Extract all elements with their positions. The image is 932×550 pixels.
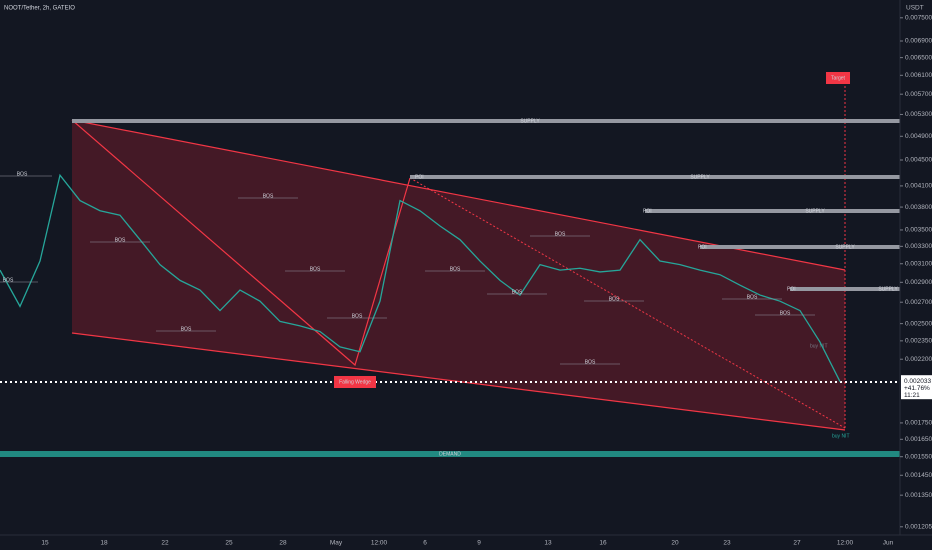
price-tick-label: 0.001205 [905,524,932,531]
price-tick-label: 0.002350 [905,338,932,345]
time-label: 9 [477,540,481,547]
current-price: 0.002033 [904,378,931,385]
time-label: 15 [41,540,49,547]
wedge-label-box [334,376,376,388]
supply-label: SUPPLY [690,174,710,180]
time-label: 23 [723,540,731,547]
time-label: 12:00 [371,540,388,547]
supply-label: SUPPLY [520,118,540,124]
price-tick-label: 0.001350 [905,492,932,499]
time-label: 20 [671,540,679,547]
price-tick-label: 0.006500 [905,54,932,61]
demand-zone [0,451,900,457]
time-label: 12:00 [837,540,854,547]
target-label: Target [831,75,846,81]
bos-label: BOS [17,171,28,177]
bos-label: BOS [310,266,321,272]
poi-label: POI [787,286,796,292]
price-tick-label: 0.002700 [905,299,932,306]
supply-zone [700,245,900,249]
price-tick-label: 0.003800 [905,204,932,211]
supply-zone [72,119,900,123]
price-tick-label: 0.003500 [905,227,932,234]
bos-label: BOS [263,193,274,199]
supply-zone [790,287,900,291]
price-tick-label: 0.004500 [905,157,932,164]
price-tick-label: 0.006100 [905,72,932,79]
bos-label: BOS [352,313,363,319]
price-tick-label: 0.002900 [905,279,932,286]
price-tick-label: 0.002200 [905,356,932,363]
wedge-label: Falling Wedge [339,379,371,385]
bos-label: BOS [181,326,192,332]
bos-label: BOS [747,294,758,300]
bos-label: BOS [609,296,620,302]
price-tick-label: 0.007500 [905,15,932,22]
supply-label: SUPPLY [835,244,855,250]
target-box [826,72,850,84]
current-price-box [901,375,932,400]
time-label: 27 [793,540,801,547]
price-tick-label: 0.004100 [905,183,932,190]
price-tick-label: 0.003300 [905,243,932,250]
price-tick-label: 0.001550 [905,453,932,460]
buy-label: buy NIT [810,343,828,349]
supply-label: SUPPLY [878,286,898,292]
time-label: May [330,540,343,547]
symbol-title: NOOT/Tether, 2h, GATEIO [4,6,75,12]
bos-label: BOS [585,359,596,365]
time-label: Jun [883,540,894,547]
time-label: 16 [599,540,607,547]
poi-label: POI [643,208,652,214]
currency-label: USDT [906,5,924,12]
price-tick-label: 0.002500 [905,320,932,327]
countdown: 11:21 [904,392,920,399]
current-change: +41.76% [904,385,930,392]
price-tick-label: 0.006900 [905,38,932,45]
bos-label: BOS [450,266,461,272]
price-tick-label: 0.003100 [905,260,932,267]
bos-label: BOS [512,289,523,295]
supply-zone [410,175,900,179]
price-axis [900,0,932,550]
time-label: 22 [161,540,169,547]
bos-label: BOS [3,277,14,283]
poi-label: POI [698,244,707,250]
time-label: 25 [225,540,233,547]
wedge-lower [71,332,846,431]
demand-label: DEMAND [439,451,461,457]
price-tick-label: 0.001750 [905,420,932,427]
time-label: 18 [100,540,108,547]
time-label: 28 [279,540,287,547]
time-label: 6 [423,540,427,547]
price-tick-label: 0.001450 [905,472,932,479]
wedge-area [72,120,845,430]
price-tick-label: 0.004900 [905,133,932,140]
poi-label: POI [415,174,424,180]
price-tick-label: 0.001650 [905,436,932,443]
price-tick-label: 0.005700 [905,91,932,98]
supply-zone [645,209,900,213]
bos-label: BOS [780,310,791,316]
price-line [0,173,841,382]
time-label: 13 [544,540,552,547]
bos-label: BOS [115,237,126,243]
price-tick-label: 0.005300 [905,111,932,118]
bos-label: BOS [555,231,566,237]
buy-label: buy NIT [832,433,850,439]
supply-label: SUPPLY [805,208,825,214]
